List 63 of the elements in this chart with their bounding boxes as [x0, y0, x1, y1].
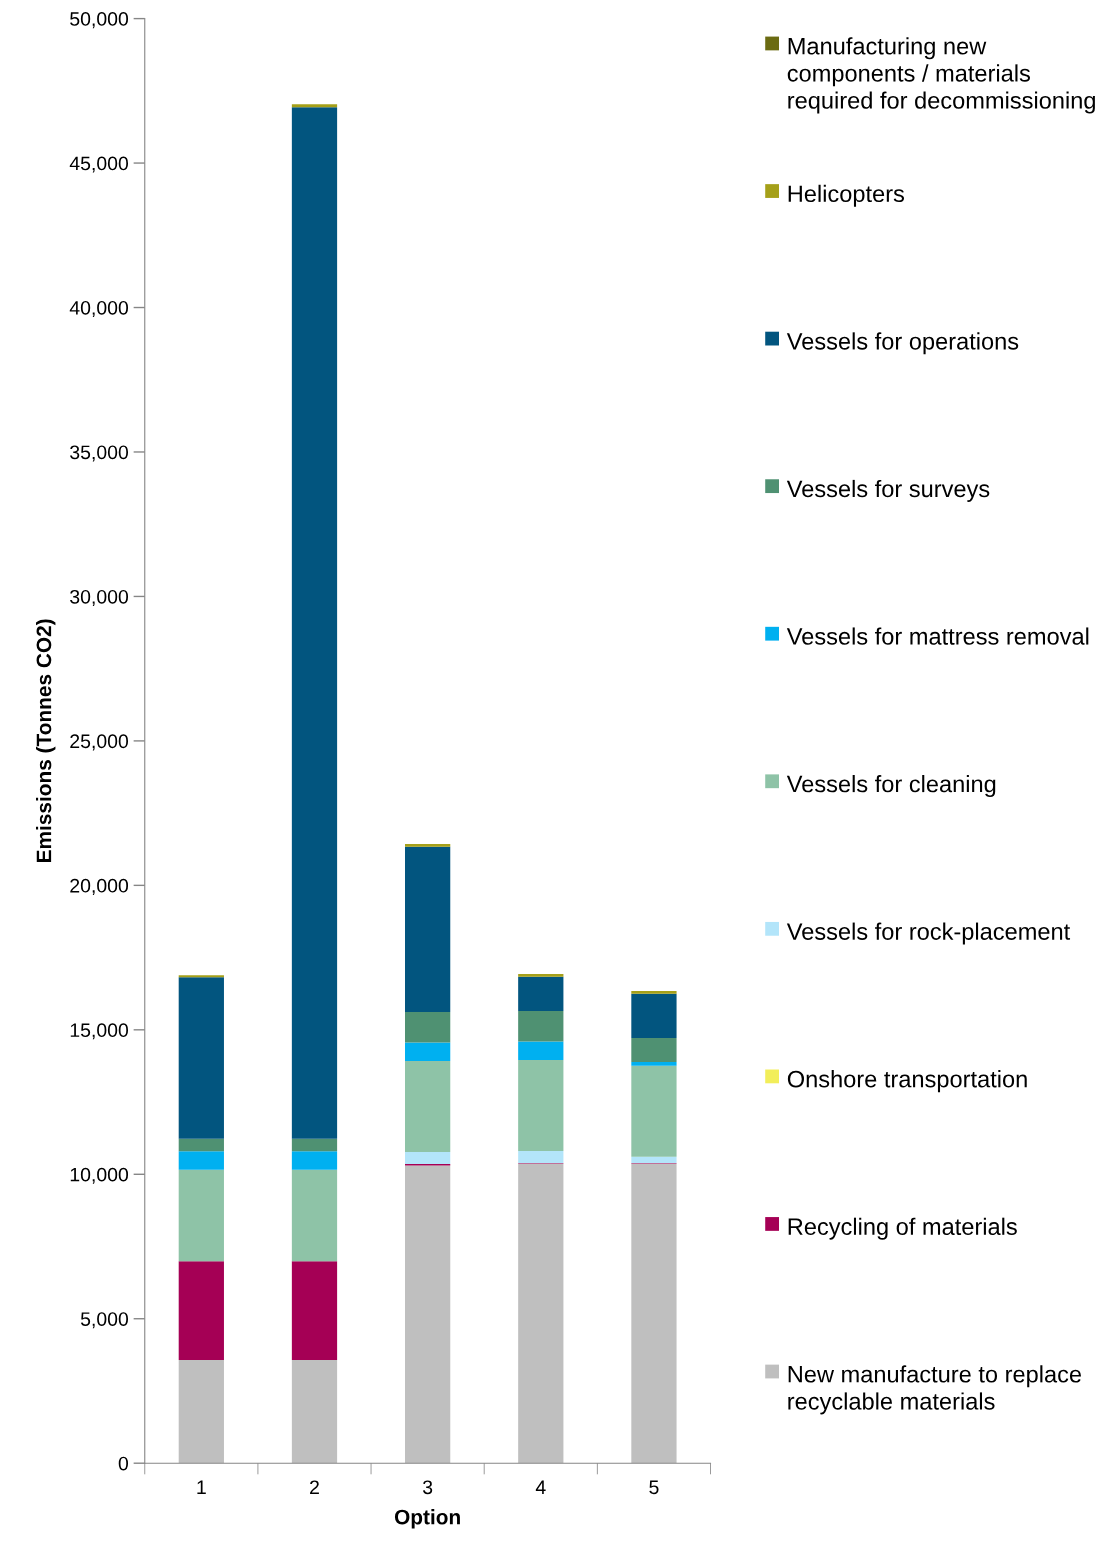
bar — [178, 975, 224, 978]
bar — [291, 1360, 338, 1464]
legend-label: Vessels for operations — [786, 332, 1019, 355]
bar — [178, 1151, 224, 1170]
bar — [178, 1261, 224, 1361]
x-tick-label: 5 — [649, 1480, 659, 1495]
bar — [291, 1138, 338, 1152]
bar — [518, 1151, 564, 1164]
y-tick-label: 50,000 — [70, 12, 129, 29]
bar — [631, 1062, 677, 1066]
bar — [178, 1138, 224, 1152]
bar — [518, 1041, 564, 1061]
bar — [405, 843, 451, 847]
x-tick-label: 1 — [197, 1480, 206, 1494]
legend-label: Vessels for rock-placement — [786, 922, 1071, 945]
bar — [291, 1261, 338, 1361]
bar — [518, 1011, 564, 1042]
x-tick-label: 4 — [535, 1480, 546, 1494]
bar — [291, 1169, 338, 1262]
y-tick-label: 0 — [118, 1456, 129, 1471]
legend-label: Onshore transportation — [787, 1070, 1027, 1093]
y-tick-label: 20,000 — [70, 878, 129, 895]
bar — [178, 1169, 224, 1262]
x-axis-title: Option — [394, 1509, 460, 1529]
y-axis-title: Emissions (Tonnes CO2) — [36, 619, 56, 863]
y-tick-label: 10,000 — [70, 1167, 129, 1184]
y-tick-label: 45,000 — [69, 156, 129, 173]
x-tick-label: 2 — [310, 1480, 319, 1494]
legend-label: New manufacture to replace recyclable materials — [788, 1365, 1081, 1415]
bar — [631, 1038, 677, 1063]
bar — [405, 1061, 451, 1153]
bar — [631, 993, 677, 1039]
legend-label: Manufacturing new components / materials required for decommissioning — [787, 37, 1095, 114]
bar — [291, 1151, 338, 1170]
bar — [405, 1012, 451, 1043]
bar — [405, 1165, 451, 1464]
bar — [291, 107, 338, 1139]
y-tick-label: 30,000 — [70, 589, 129, 606]
bar — [405, 846, 451, 1013]
legend-label: Vessels for surveys — [786, 479, 990, 502]
bar — [178, 977, 224, 1139]
bar — [178, 1360, 224, 1464]
bar — [518, 976, 564, 1012]
y-tick-label: 25,000 — [70, 734, 129, 751]
legend-label: Recycling of materials — [788, 1217, 1017, 1240]
bar — [518, 974, 564, 977]
legend-label: Vessels for mattress removal — [786, 627, 1089, 645]
y-tick-label: 35,000 — [70, 445, 129, 462]
bar — [631, 1065, 677, 1157]
x-tick-label: 3 — [422, 1480, 433, 1495]
bar — [631, 1156, 677, 1164]
bar — [405, 1042, 451, 1062]
legend-label: Vessels for cleaning — [786, 775, 996, 798]
bar — [631, 1163, 677, 1464]
y-tick-label: 5,000 — [80, 1312, 129, 1329]
bar — [291, 104, 338, 108]
y-tick-label: 40,000 — [69, 300, 129, 318]
bar — [518, 1060, 564, 1152]
bar — [518, 1163, 564, 1464]
bar — [405, 1152, 451, 1164]
legend-label: Helicopters — [788, 184, 905, 207]
y-tick-label: 15,000 — [70, 1023, 129, 1040]
bar — [631, 990, 677, 994]
